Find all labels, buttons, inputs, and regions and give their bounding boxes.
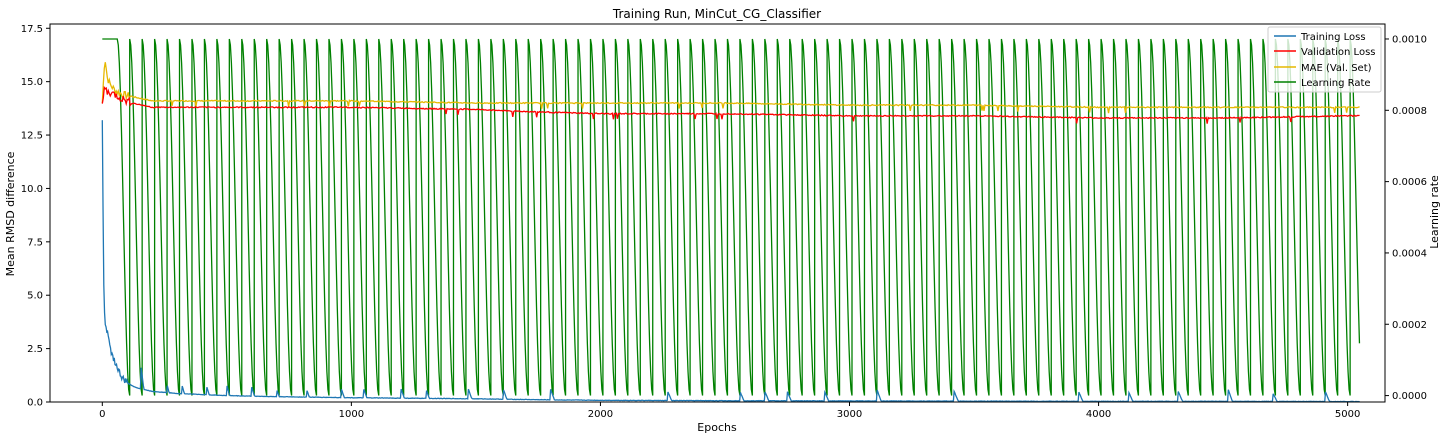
plot-frame: [49, 23, 1386, 403]
x-tick-label: 5000: [1335, 409, 1360, 420]
y-tick-label: 0.0: [27, 398, 43, 409]
y-tick-label: 10.0: [21, 184, 43, 195]
series-learning-rate: [102, 38, 1361, 396]
legend-label-mae: MAE (Val. Set): [1301, 63, 1372, 74]
chart-title: Training Run, MinCut_CG_Classifier: [612, 7, 821, 21]
y-tick-label: 7.5: [27, 237, 43, 248]
y-tick-label: 12.5: [21, 131, 43, 142]
y-right-tick-label: 0.0010: [1392, 34, 1427, 45]
series-mae: [101, 62, 1360, 114]
y-tick-label: 5.0: [27, 291, 43, 302]
y-tick-label: 15.0: [21, 77, 43, 88]
x-tick-label: 2000: [588, 409, 613, 420]
y-right-tick-label: 0.0008: [1392, 106, 1427, 117]
y-right-tick-label: 0.0002: [1392, 320, 1427, 331]
y-right-tick-label: 0.0000: [1392, 391, 1427, 402]
y-right-tick-label: 0.0004: [1392, 248, 1427, 259]
plot-series: [101, 38, 1361, 403]
x-axis-label: Epochs: [697, 421, 737, 434]
legend-label-validation-loss: Validation Loss: [1301, 47, 1376, 58]
legend-label-learning-rate: Learning Rate: [1301, 78, 1371, 89]
y-tick-label: 2.5: [27, 344, 43, 355]
x-tick-label: 0: [99, 409, 105, 420]
y-right-tick-label: 0.0006: [1392, 177, 1427, 188]
y-axis-right-ticks: 0.0000 0.0002 0.0004 0.0006 0.0008 0.0010: [1385, 34, 1427, 402]
series-training-loss: [101, 120, 1361, 403]
y-axis-label: Mean RMSD difference: [4, 151, 17, 276]
x-tick-label: 4000: [1086, 409, 1111, 420]
legend-label-training-loss: Training Loss: [1300, 32, 1366, 43]
y-axis-right-label: Learning rate: [1428, 175, 1441, 249]
x-tick-label: 1000: [339, 409, 364, 420]
y-axis-ticks: 0.0 2.5 5.0 7.5 10.0 12.5 15.0 17.5: [21, 24, 50, 409]
y-tick-label: 17.5: [21, 24, 43, 35]
legend-box: [1267, 26, 1382, 93]
x-tick-label: 3000: [837, 409, 862, 420]
x-axis-ticks: 0 1000 2000 3000 4000 5000: [99, 402, 1360, 420]
legend: Training Loss Validation Loss MAE (Val. …: [1267, 26, 1382, 93]
series-validation-loss: [101, 85, 1360, 124]
